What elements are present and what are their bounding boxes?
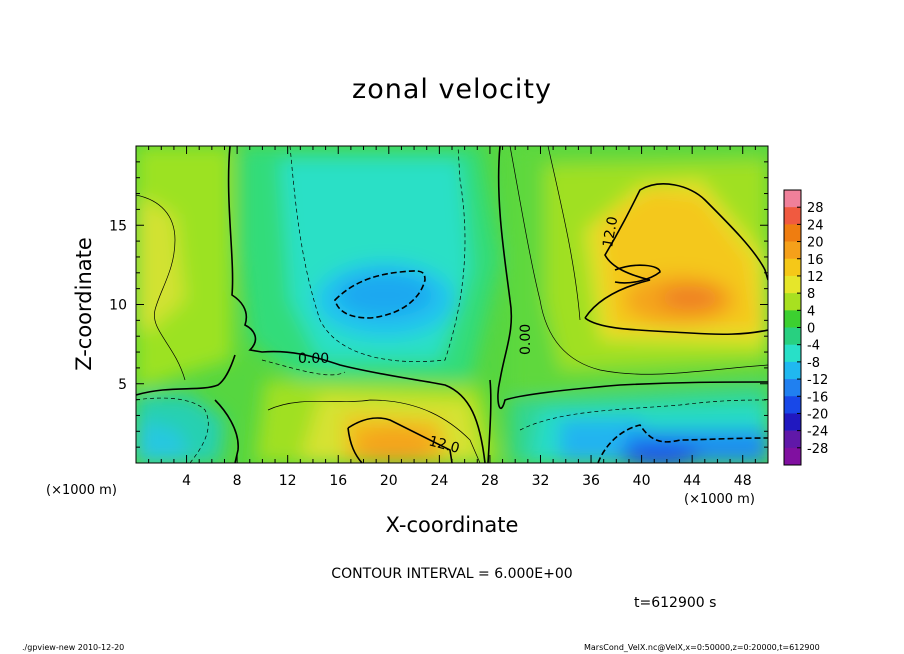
colorbar-label: 20 — [807, 236, 824, 251]
contour-label: 0.00 — [518, 324, 534, 355]
x-tick-label: 32 — [532, 473, 550, 489]
colorbar-swatch — [784, 310, 801, 328]
colorbar-label: -4 — [807, 339, 820, 354]
colorbar-label: -16 — [807, 390, 828, 405]
x-axis-unit-right: (×1000 m) — [684, 492, 755, 507]
x-tick-label: 8 — [233, 473, 242, 489]
y-tick-label: 5 — [118, 377, 127, 393]
colorbar-swatch — [784, 207, 801, 225]
x-tick-label: 48 — [734, 473, 752, 489]
colorbar-swatch — [784, 361, 801, 380]
colorbar-label: 8 — [807, 287, 815, 302]
x-tick-label: 40 — [633, 473, 651, 489]
y-tick-label: 15 — [109, 218, 127, 234]
heatmap-field — [136, 146, 768, 463]
colorbar-label: -20 — [807, 407, 828, 422]
x-axis-label: X-coordinate — [385, 513, 519, 537]
y-axis-label: Z-coordinate — [72, 237, 96, 371]
colorbar: 28 24 20 16 12 8 4 0 -4 -8 -12 -16 -20 -24 -28 — [783, 189, 828, 466]
contour-label: 0.00 — [298, 351, 329, 367]
chart-title: zonal velocity — [352, 74, 552, 105]
colorbar-swatch — [784, 396, 801, 414]
x-tick-label: 20 — [380, 473, 398, 489]
colorbar-label: 16 — [807, 253, 824, 268]
colorbar-swatch — [784, 224, 801, 242]
x-tick-label: 16 — [329, 473, 347, 489]
colorbar-label: 12 — [807, 270, 824, 285]
colorbar-label: 4 — [807, 304, 815, 319]
colorbar-label: 28 — [807, 201, 824, 216]
colorbar-label: -24 — [807, 425, 828, 440]
colorbar-label: 0 — [807, 322, 815, 337]
x-tick-label: 24 — [430, 473, 448, 489]
colorbar-label: 24 — [807, 218, 824, 233]
colorbar-swatch — [784, 293, 801, 311]
x-axis-unit-left: (×1000 m) — [46, 483, 117, 498]
colorbar-swatch — [784, 241, 801, 260]
x-tick-label: 28 — [481, 473, 499, 489]
colorbar-swatch — [784, 430, 801, 449]
contour-label: 12.0 — [600, 215, 621, 248]
colorbar-swatch — [784, 190, 801, 208]
colorbar-swatch — [784, 413, 801, 431]
colorbar-label: -28 — [807, 442, 828, 457]
contour-labels: 12.0 0.00 0.00 12.0 — [298, 215, 621, 457]
contour-interval-text: CONTOUR INTERVAL = 6.000E+00 — [331, 566, 573, 582]
contour-label: 12.0 — [427, 433, 461, 457]
colorbar-swatch — [784, 379, 801, 397]
colorbar-swatch — [784, 344, 801, 363]
x-tick-label: 36 — [582, 473, 600, 489]
time-label: t=612900 s — [634, 595, 717, 611]
colorbar-label: -12 — [807, 373, 828, 388]
colorbar-label: -8 — [807, 356, 820, 371]
footer-right-text: MarsCond_VelX.nc@VelX,x=0:50000,z=0:2000… — [584, 643, 820, 652]
footer-left-text: ./gpview-new 2010-12-20 — [22, 643, 125, 652]
colorbar-swatch — [784, 327, 801, 345]
colorbar-swatch — [784, 275, 801, 294]
x-tick-label: 44 — [683, 473, 701, 489]
x-tick-label: 4 — [182, 473, 191, 489]
y-tick-label: 10 — [109, 298, 127, 314]
colorbar-swatch — [784, 447, 801, 466]
x-tick-label: 12 — [279, 473, 297, 489]
colorbar-swatch — [784, 258, 801, 277]
